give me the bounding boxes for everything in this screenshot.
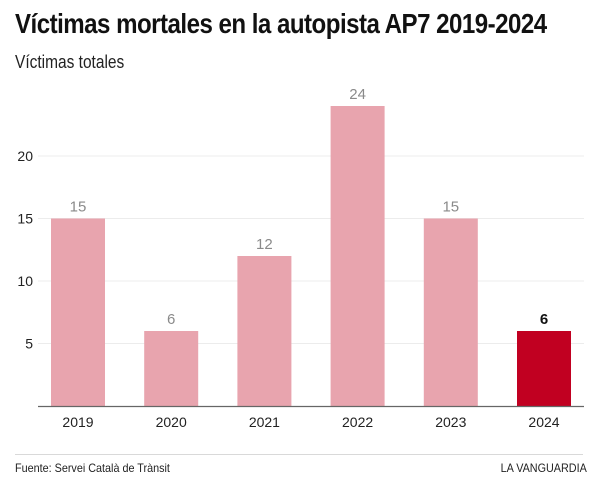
x-tick-label-2021: 2021 (249, 414, 280, 430)
x-tick-label-2024: 2024 (528, 414, 559, 430)
footer-divider (15, 454, 583, 455)
bar-2023 (423, 218, 478, 406)
chart-title: Víctimas mortales en la autopista AP7 20… (15, 8, 547, 39)
data-label-2021: 12 (256, 236, 273, 253)
bar-2021 (237, 256, 292, 406)
x-tick-label-2023: 2023 (435, 414, 466, 430)
y-tick-label-20: 20 (17, 148, 33, 164)
x-tick-label-2020: 2020 (156, 414, 187, 430)
bar-2022 (330, 106, 385, 406)
x-tick-label-2019: 2019 (62, 414, 93, 430)
bar-2019 (51, 218, 105, 406)
data-label-2023: 15 (442, 199, 459, 216)
data-label-2019: 15 (70, 199, 87, 216)
y-tick-label-10: 10 (17, 273, 33, 289)
chart-subtitle: Víctimas totales (15, 52, 125, 72)
bar-2020 (144, 331, 199, 406)
y-tick-label-5: 5 (25, 336, 33, 352)
bar-chart: 5 10 15 20 15 2019 6 2020 12 2021 24 2022 15 2023 6 202… (17, 86, 584, 430)
x-tick-label-2022: 2022 (342, 414, 373, 430)
y-tick-label-15: 15 (17, 211, 33, 227)
data-label-2022: 24 (349, 86, 366, 103)
brand-logo-text: LA VANGUARDIA (500, 461, 587, 475)
data-label-2020: 6 (167, 311, 175, 328)
source-note: Fuente: Servei Català de Trànsit (15, 461, 170, 475)
bar-2024 (517, 331, 571, 406)
data-label-2024: 6 (540, 311, 548, 328)
